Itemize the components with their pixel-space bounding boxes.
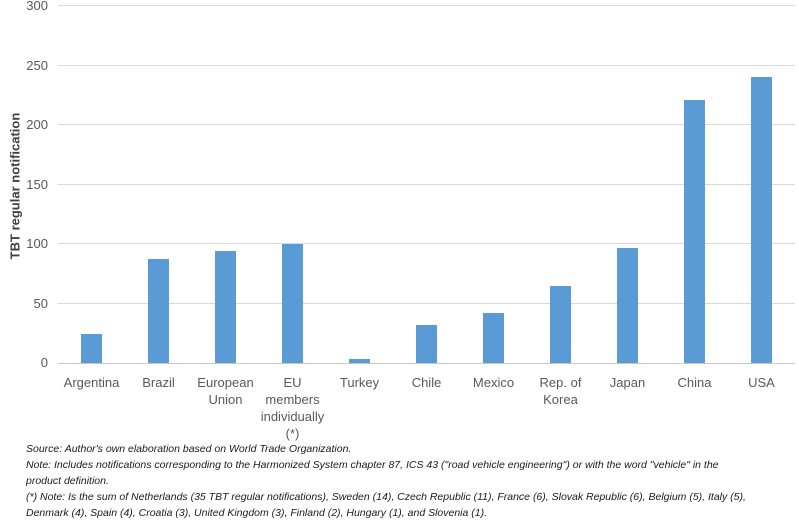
note-line: Source: Author's own elaboration based o… [26, 443, 352, 455]
y-tick-label: 0 [40, 355, 48, 370]
x-axis-line [58, 363, 795, 364]
bar [550, 285, 571, 363]
x-tick-label: Rep. of Korea [539, 375, 582, 407]
y-tick-label: 300 [26, 0, 48, 13]
x-tick-label: European Union [197, 375, 254, 407]
plot-area [58, 5, 795, 364]
y-tick-label: 100 [26, 236, 48, 251]
gridline [58, 124, 795, 125]
bar [483, 313, 504, 363]
bar [148, 259, 169, 363]
note-line: (*) Note: Is the sum of Netherlands (35 … [26, 491, 746, 503]
bar [282, 244, 303, 363]
bar [215, 251, 236, 363]
x-tick-label: China [677, 375, 712, 390]
x-tick-label: EU members individually (*) [260, 375, 325, 441]
note-line: product definition. [26, 475, 109, 487]
bar [684, 100, 705, 363]
note-line: Denmark (4), Spain (4), Croatia (3), Uni… [26, 507, 488, 519]
x-tick-label: Chile [411, 375, 442, 390]
y-tick-label: 50 [33, 295, 48, 311]
y-tick-label: 150 [26, 176, 48, 192]
bar [617, 247, 638, 363]
note-line: Note: Includes notifications correspondi… [26, 459, 719, 471]
source-notes: Source: Author's own elaboration based o… [26, 441, 796, 521]
gridline [58, 302, 795, 304]
y-tick-label: 250 [26, 57, 48, 73]
bar [416, 324, 437, 363]
y-tick-label: 200 [26, 117, 48, 132]
x-tick-label: Turkey [339, 375, 380, 390]
x-tick-label: USA [748, 375, 775, 390]
bar [751, 77, 772, 363]
x-tick-label: Argentina [63, 375, 120, 390]
x-tick-label: Brazil [142, 375, 175, 390]
bar [81, 334, 102, 363]
gridline [58, 243, 795, 244]
gridline [58, 5, 795, 6]
x-tick-label: Japan [609, 375, 646, 390]
gridline [58, 64, 795, 66]
gridline [58, 183, 795, 185]
x-tick-label: Mexico [472, 375, 515, 390]
bar [349, 359, 370, 363]
